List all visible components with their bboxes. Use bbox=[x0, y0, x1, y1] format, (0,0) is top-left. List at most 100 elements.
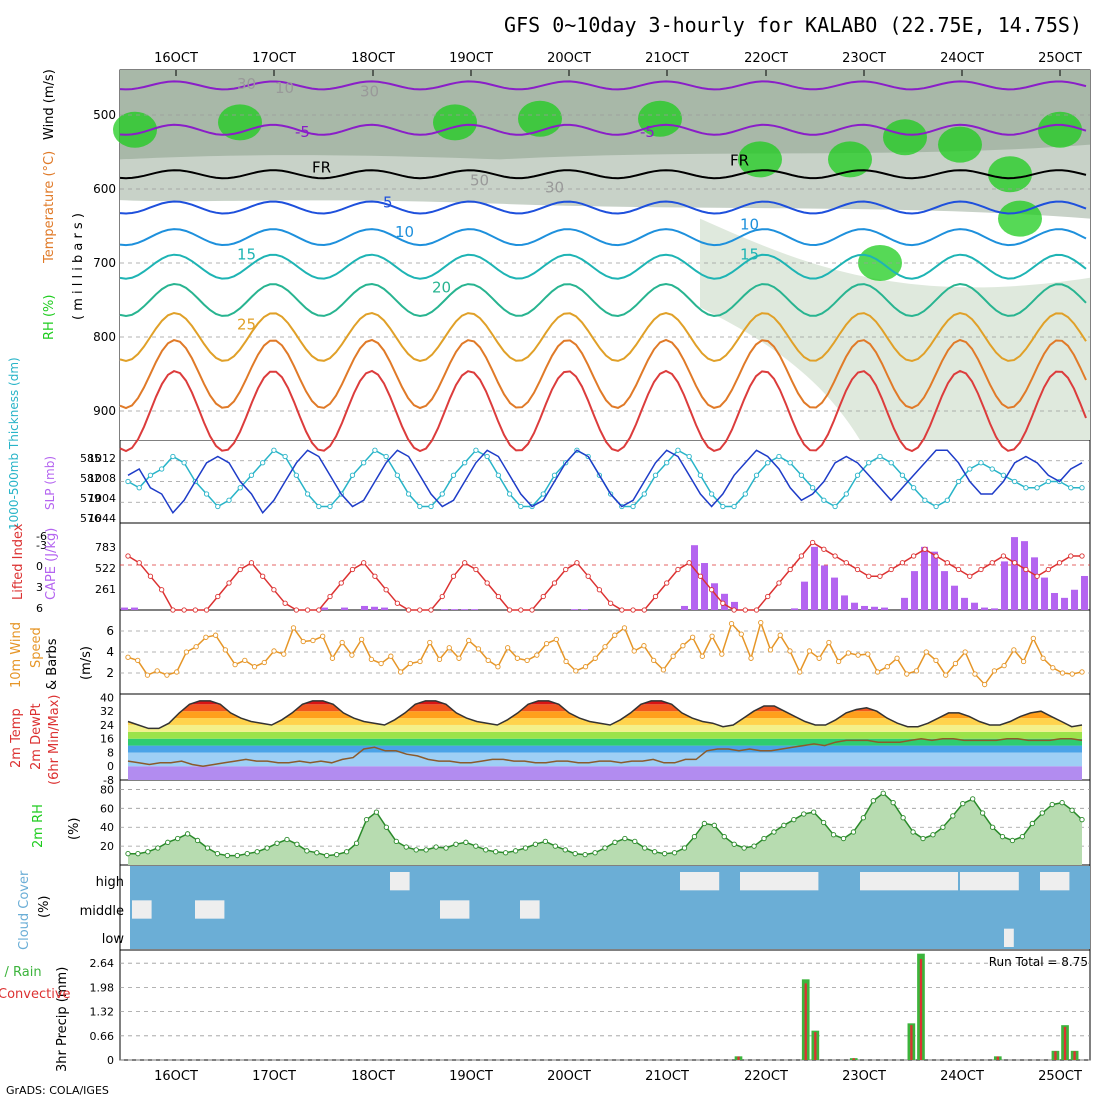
wind-line-pt-56 bbox=[670, 653, 676, 659]
thickness-line-pt-38 bbox=[551, 472, 558, 478]
thickness-line-pt-4 bbox=[170, 453, 176, 460]
wind-line-pt-61 bbox=[719, 651, 725, 657]
date-bottom-8: 24OCT bbox=[940, 1069, 984, 1084]
precip-conv-99 bbox=[1073, 1051, 1076, 1060]
lifted-line-pt-67 bbox=[877, 573, 883, 579]
wind-line-pt-84 bbox=[943, 672, 949, 678]
thickness-line-pt-72 bbox=[933, 503, 939, 510]
contour-label-11: 30 bbox=[360, 83, 379, 101]
lifted-line-pt-47 bbox=[652, 593, 659, 600]
thickness-line-pt-47 bbox=[652, 472, 659, 478]
isotherm-m10 bbox=[119, 80, 1087, 91]
wind-line-pt-78 bbox=[884, 664, 890, 670]
wind-line-pt-58 bbox=[689, 634, 696, 640]
ylabel-cape: CAPE (J/kg) bbox=[44, 528, 59, 600]
lifted-line-pt-36 bbox=[529, 607, 535, 613]
temp-line bbox=[127, 700, 1083, 730]
wind-line-pt-14 bbox=[261, 659, 267, 666]
cape-bar-80 bbox=[921, 546, 928, 610]
wind-line-pt-36 bbox=[475, 646, 482, 652]
cape-bar-76 bbox=[881, 607, 888, 610]
wind-line-pt-85 bbox=[952, 660, 959, 667]
rh-line-pt-82 bbox=[940, 824, 946, 830]
surface-wind-panel: 6 4 2 bbox=[106, 619, 1090, 688]
lifted-line-pt-50 bbox=[686, 560, 692, 566]
lifted-line-pt-58 bbox=[776, 580, 782, 586]
cape-bar-73 bbox=[851, 602, 858, 610]
lifted-line-pt-33 bbox=[495, 593, 502, 600]
wind-line-pt-92 bbox=[1020, 658, 1027, 665]
slp-tick-1: 1008 bbox=[88, 472, 116, 485]
cloud-cell-8 bbox=[960, 872, 1019, 891]
rh-line-pt-62 bbox=[741, 845, 747, 851]
wind-line-pt-6 bbox=[183, 649, 190, 655]
wind-line-pt-9 bbox=[212, 632, 219, 638]
thickness-line-pt-3 bbox=[159, 466, 165, 472]
precip-conv-82 bbox=[910, 1025, 913, 1060]
precip-conv-72 bbox=[814, 1032, 817, 1060]
wind-line-pt-28 bbox=[397, 669, 404, 675]
rh-line-pt-64 bbox=[761, 835, 767, 842]
lifted-line-pt-69 bbox=[899, 560, 906, 566]
wind-line-pt-75 bbox=[855, 652, 861, 658]
cape-tick-261: 261 bbox=[95, 583, 116, 596]
date-bottom-6: 22OCT bbox=[744, 1069, 788, 1084]
wind-line-pt-54 bbox=[651, 657, 657, 664]
cloud-cell-6 bbox=[740, 872, 819, 891]
cape-bar-92 bbox=[1041, 577, 1048, 610]
rh-line-pt-33 bbox=[453, 841, 459, 847]
rh-line-pt-58 bbox=[701, 820, 708, 827]
ylabel-speed: Speed bbox=[29, 627, 44, 668]
thk-tick-576: 576 bbox=[80, 512, 101, 525]
lifted-line-pt-41 bbox=[585, 573, 591, 579]
ylabel-minmax: (6hr Min/Max) bbox=[47, 695, 62, 785]
rh-line-pt-29 bbox=[413, 847, 419, 853]
lifted-line bbox=[127, 541, 1082, 611]
wind-line-pt-43 bbox=[543, 640, 550, 647]
cape-bar-86 bbox=[981, 607, 988, 610]
contour-label-6: 10 bbox=[740, 216, 759, 234]
thickness-line-pt-14 bbox=[282, 453, 288, 460]
rh-line-pt-8 bbox=[204, 845, 211, 851]
rh-line-pt-96 bbox=[1079, 817, 1085, 823]
cape-bar-78 bbox=[901, 597, 908, 610]
thickness-line-pt-60 bbox=[798, 472, 805, 478]
lifted-line-pt-65 bbox=[854, 566, 861, 573]
rh-line-pt-44 bbox=[562, 847, 568, 853]
rh-line-pt-78 bbox=[900, 815, 906, 821]
chart-title: GFS 0~10day 3-hourly for KALABO (22.75E,… bbox=[504, 13, 1082, 37]
top-date-axis: 16OCT 17OCT 18OCT 19OCT 20OCT 21OCT 22OCT 23OCT… bbox=[154, 51, 1082, 76]
thickness-line-pt-15 bbox=[293, 472, 300, 478]
wind-line-pt-95 bbox=[1050, 665, 1056, 671]
lifted-line-pt-26 bbox=[417, 607, 423, 613]
thk-tick-585: 585 bbox=[80, 452, 101, 465]
ylabel-slp: SLP (mb) bbox=[43, 456, 57, 510]
rh-line-pt-35 bbox=[473, 843, 479, 849]
wind-line-pt-40 bbox=[514, 655, 521, 661]
rh-line-pt-34 bbox=[463, 839, 469, 845]
lifted-line-pt-15 bbox=[293, 607, 300, 613]
cape-bar-89 bbox=[1011, 537, 1018, 610]
date-top-8: 24OCT bbox=[940, 51, 984, 66]
lifted-line-pt-6 bbox=[192, 607, 198, 613]
thickness-line-pt-25 bbox=[405, 491, 412, 497]
wind-line-pt-22 bbox=[339, 639, 345, 646]
dewpoint-line bbox=[127, 737, 1083, 767]
rh-tick-80: 80 bbox=[100, 783, 114, 796]
rh-line-pt-12 bbox=[244, 851, 250, 857]
lifted-line-pt-0 bbox=[125, 553, 131, 559]
contour-label-13: 10 bbox=[275, 79, 294, 97]
ylabel-2mrh: 2m RH bbox=[31, 804, 46, 848]
rh-line-pt-0 bbox=[125, 851, 131, 857]
rh-line-pt-74 bbox=[860, 815, 867, 821]
thickness-line-pt-65 bbox=[854, 472, 861, 478]
lifted-line-pt-55 bbox=[742, 607, 748, 613]
rh-line-pt-87 bbox=[989, 824, 996, 830]
ylabel-precip: 3hr Precip (mm) bbox=[55, 967, 70, 1072]
rh-line-pt-28 bbox=[403, 844, 409, 850]
temp-band-0 bbox=[128, 766, 1082, 780]
thickness-line-pt-71 bbox=[922, 497, 928, 503]
wind-line-pt-87 bbox=[972, 671, 978, 677]
rh-line-pt-80 bbox=[920, 835, 926, 842]
